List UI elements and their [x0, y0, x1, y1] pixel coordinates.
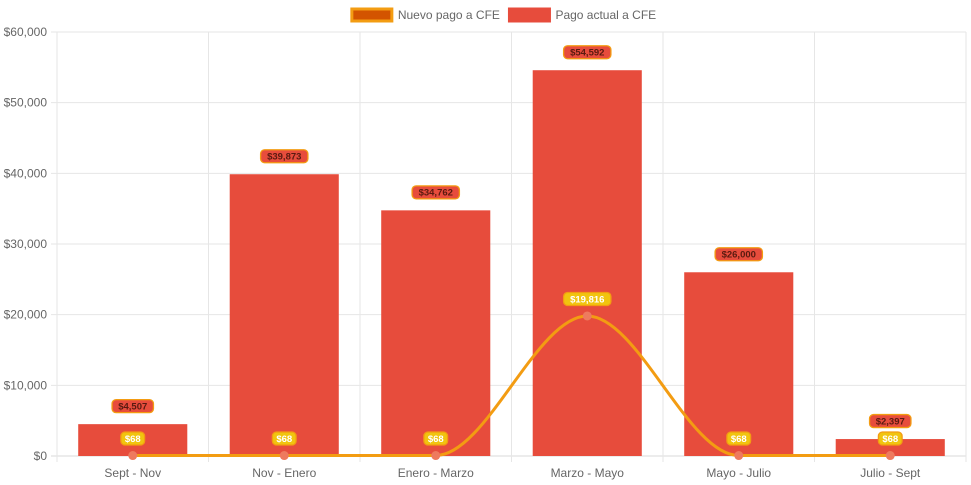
legend-label: Pago actual a CFE — [555, 8, 656, 22]
series-line[interactable] — [132, 314, 891, 458]
data-label-text: $39,873 — [267, 152, 301, 163]
y-tick-label: $60,000 — [4, 25, 48, 39]
bar[interactable] — [835, 439, 945, 456]
y-tick-label: $30,000 — [4, 237, 48, 251]
grid — [51, 31, 967, 462]
data-label-bg — [562, 291, 612, 307]
data-label-bg — [259, 149, 309, 164]
data-label: $68 — [423, 431, 449, 446]
data-label: $2,397 — [868, 413, 912, 429]
line-point[interactable] — [279, 451, 289, 461]
data-label: $26,000 — [714, 247, 764, 262]
data-label-bg — [714, 247, 764, 262]
data-label-text: $68 — [882, 434, 898, 445]
data-label-bg — [271, 431, 297, 446]
legend-swatch — [507, 7, 551, 23]
legend-label: Nuevo pago a CFE — [398, 8, 500, 22]
data-label-text: $68 — [125, 434, 141, 445]
data-label-bg — [120, 431, 146, 446]
line-point[interactable] — [734, 451, 744, 461]
bar[interactable] — [684, 272, 794, 456]
data-label-text: $34,762 — [419, 188, 453, 199]
data-label: $4,507 — [111, 399, 155, 414]
line-point[interactable] — [431, 451, 441, 461]
x-tick-label: Sept - Nov — [104, 466, 161, 480]
data-label: $68 — [726, 431, 752, 446]
bar[interactable] — [532, 70, 642, 457]
legend: Nuevo pago a CFE Pago actual a CFE — [350, 7, 656, 23]
y-tick-label: $0 — [34, 449, 48, 463]
data-label-bg — [423, 431, 449, 446]
data-label: $68 — [271, 431, 297, 446]
data-label-bg — [726, 431, 752, 446]
data-label-bg — [868, 413, 912, 429]
data-label: $19,816 — [562, 291, 612, 307]
x-tick-label: Enero - Marzo — [398, 466, 474, 480]
x-tick-label: Marzo - Mayo — [551, 466, 625, 480]
data-label-bg — [562, 45, 612, 60]
data-label-text: $68 — [731, 434, 747, 445]
y-tick-label: $40,000 — [4, 166, 48, 180]
y-tick-label: $10,000 — [4, 378, 48, 392]
line-point[interactable] — [582, 311, 592, 321]
data-label: $34,762 — [411, 185, 461, 200]
legend-item[interactable]: Nuevo pago a CFE — [350, 7, 500, 23]
x-tick-label: Nov - Enero — [252, 466, 316, 480]
y-tick-label: $50,000 — [4, 96, 48, 110]
data-label-text: $68 — [276, 434, 292, 445]
line-point[interactable] — [885, 451, 895, 461]
line-point[interactable] — [128, 451, 138, 461]
data-label-text: $4,507 — [118, 402, 147, 413]
data-label-bg — [877, 431, 903, 446]
data-label-text: $19,816 — [570, 294, 604, 305]
bar[interactable] — [381, 210, 491, 456]
data-label-text: $2,397 — [876, 416, 905, 427]
data-label: $68 — [877, 431, 903, 446]
data-label: $39,873 — [259, 149, 309, 164]
data-label-text: $26,000 — [722, 250, 756, 261]
data-label-bg — [111, 399, 155, 414]
x-tick-label: Mayo - Julio — [706, 466, 771, 480]
legend-item[interactable]: Pago actual a CFE — [507, 7, 656, 23]
data-label-text: $54,592 — [570, 48, 604, 59]
data-label: $54,592 — [562, 45, 612, 60]
x-tick-label: Julio - Sept — [860, 466, 921, 480]
legend-swatch — [350, 7, 394, 23]
data-label-text: $68 — [428, 434, 444, 445]
bar[interactable] — [229, 174, 339, 456]
data-label-bg — [411, 185, 461, 200]
data-label: $68 — [120, 431, 146, 446]
y-tick-label: $20,000 — [4, 308, 48, 322]
